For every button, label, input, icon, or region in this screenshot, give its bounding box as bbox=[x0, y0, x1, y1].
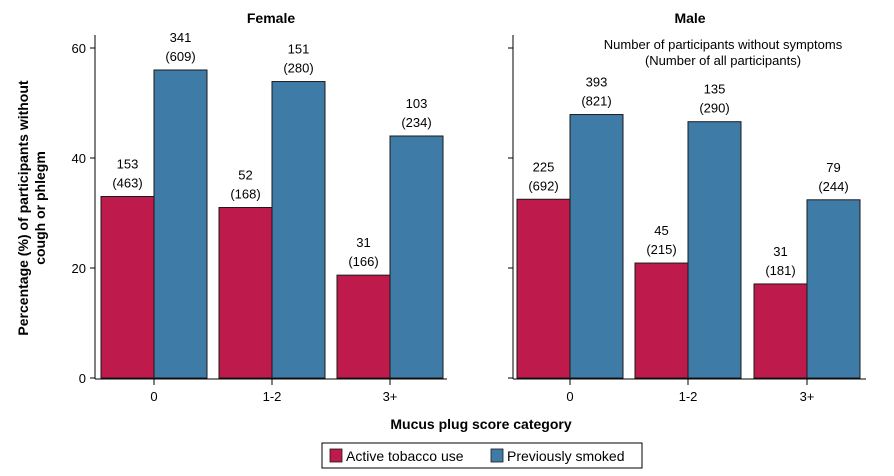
male-panel: Male 225 (692) 393 (821) 45 (215) 135 (290) 31 (1… bbox=[508, 10, 866, 404]
female-bar-total-label: (166) bbox=[348, 254, 378, 269]
annotation-line-1: Number of participants without symptoms bbox=[604, 37, 843, 52]
female-y-tick-label: 20 bbox=[72, 261, 86, 276]
female-bar-total-label: (463) bbox=[112, 176, 142, 191]
male-x-tick-label: 1-2 bbox=[679, 389, 698, 404]
female-panel-title: Female bbox=[247, 10, 295, 26]
male-bar-count-label: 225 bbox=[533, 159, 555, 174]
legend-swatch-previously-smoked bbox=[490, 448, 504, 463]
y-axis-title-line-2: cough or phlegm bbox=[32, 151, 48, 265]
female-bar-count-label: 341 bbox=[170, 30, 192, 45]
male-bar-total-label: (181) bbox=[765, 263, 795, 278]
female-y-tick-label: 60 bbox=[72, 41, 86, 56]
legend-label-active-tobacco: Active tobacco use bbox=[346, 448, 464, 464]
female-bar-count-label: 52 bbox=[238, 168, 252, 183]
female-bar-previously-smoked-0 bbox=[153, 69, 208, 379]
male-x-tick-label: 3+ bbox=[800, 389, 815, 404]
male-bar-active-tobacco-0 bbox=[516, 198, 571, 379]
female-x-tick-label: 1-2 bbox=[263, 389, 282, 404]
male-bar-total-label: (290) bbox=[699, 101, 729, 116]
y-axis-title-line-1: Percentage (%) of participants without bbox=[15, 80, 31, 335]
female-x-tick-label: 0 bbox=[150, 389, 157, 404]
female-bar-total-label: (168) bbox=[230, 187, 260, 202]
female-bar-active-tobacco-2 bbox=[336, 274, 391, 379]
legend: Active tobacco use Previously smoked bbox=[321, 442, 643, 469]
male-bar-total-label: (692) bbox=[528, 178, 558, 193]
male-bar-count-label: 393 bbox=[586, 75, 608, 90]
male-x-tick-label: 0 bbox=[566, 389, 573, 404]
female-bar-previously-smoked-1 bbox=[271, 81, 326, 379]
male-x-ticks: 0 1-2 3+ bbox=[566, 379, 814, 404]
female-bars: 153 (463) 341 (609) 52 (168) 151 (280) 31 (166) 10… bbox=[100, 30, 444, 379]
female-bar-previously-smoked-2 bbox=[389, 135, 444, 379]
male-bar-active-tobacco-2 bbox=[753, 283, 808, 379]
female-y-tick-label: 40 bbox=[72, 151, 86, 166]
male-bars: 225 (692) 393 (821) 45 (215) 135 (290) 31 (181) 79… bbox=[516, 75, 861, 379]
female-bar-total-label: (609) bbox=[165, 49, 195, 64]
male-bar-count-label: 31 bbox=[773, 244, 787, 259]
female-x-tick-label: 3+ bbox=[383, 389, 398, 404]
female-bar-active-tobacco-1 bbox=[218, 207, 273, 379]
male-y-ticks bbox=[508, 47, 513, 379]
male-bar-previously-smoked-0 bbox=[569, 114, 624, 379]
female-y-tick-label: 0 bbox=[79, 371, 86, 386]
female-panel: Female 153 (463) 341 (609) 52 (168) 151 (280) 31… bbox=[72, 10, 447, 404]
legend-swatch-active-tobacco bbox=[329, 448, 343, 463]
male-bar-count-label: 45 bbox=[654, 223, 668, 238]
legend-box bbox=[321, 442, 643, 469]
male-bar-total-label: (215) bbox=[646, 242, 676, 257]
male-bar-previously-smoked-2 bbox=[806, 199, 861, 379]
female-bar-total-label: (234) bbox=[401, 115, 431, 130]
female-y-ticks: 0 20 40 60 bbox=[72, 41, 95, 386]
x-axis-title: Mucus plug score category bbox=[390, 416, 571, 432]
female-bar-count-label: 151 bbox=[288, 42, 310, 57]
male-bar-active-tobacco-1 bbox=[634, 262, 689, 379]
male-panel-title: Male bbox=[674, 10, 705, 26]
legend-label-previously-smoked: Previously smoked bbox=[507, 448, 625, 464]
female-bar-active-tobacco-0 bbox=[100, 196, 155, 379]
male-bar-previously-smoked-1 bbox=[687, 121, 742, 379]
female-x-ticks: 0 1-2 3+ bbox=[150, 379, 397, 404]
male-bar-count-label: 135 bbox=[704, 82, 726, 97]
female-bar-count-label: 103 bbox=[406, 96, 428, 111]
annotation-line-2: (Number of all participants) bbox=[645, 53, 801, 68]
female-bar-count-label: 153 bbox=[117, 157, 139, 172]
female-bar-total-label: (280) bbox=[283, 61, 313, 76]
male-bar-total-label: (821) bbox=[581, 94, 611, 109]
male-bar-count-label: 79 bbox=[826, 160, 840, 175]
male-bar-total-label: (244) bbox=[818, 179, 848, 194]
y-axis-title: Percentage (%) of participants without c… bbox=[15, 80, 48, 335]
female-bar-count-label: 31 bbox=[356, 235, 370, 250]
